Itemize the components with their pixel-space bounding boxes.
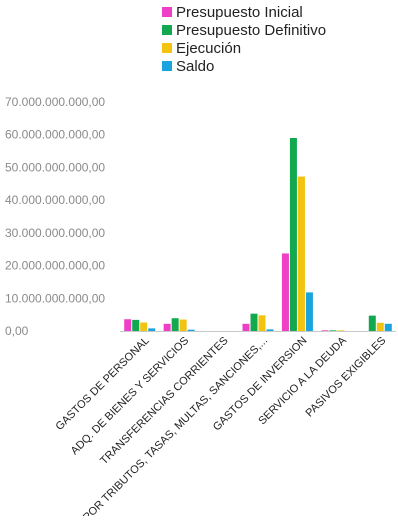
bar-presupuesto-inicial-gastos-de-inversion (281, 253, 289, 331)
bar-series (124, 137, 392, 331)
y-tick-label: 0,00 (5, 324, 29, 338)
y-tick-label: 60.000.000.000,00 (5, 128, 105, 142)
legend-swatch-ejecucion (162, 43, 172, 53)
bar-ejecucion-servicio-a-la-deuda (337, 330, 345, 331)
bar-presupuesto-definitivo-gastos-de-personal (132, 319, 140, 331)
legend-label-presupuesto-definitivo: Presupuesto Definitivo (176, 22, 326, 39)
bar-saldo-gastos-de-personal (148, 328, 156, 331)
bar-ejecucion-gastos-de-inversion (297, 176, 305, 331)
y-tick-label: 20.000.000.000,00 (5, 259, 105, 273)
bar-presupuesto-inicial-gastos-de-personal (124, 319, 132, 331)
bar-ejecucion-por-tributos-tasas-multas-sanciones (258, 315, 266, 331)
legend-swatch-presupuesto-definitivo (162, 25, 172, 35)
bar-presupuesto-inicial-adq-de-bienes-y-servicios (163, 323, 171, 331)
legend-swatch-saldo (162, 61, 172, 71)
bar-saldo-gastos-de-inversion (305, 292, 313, 331)
bar-saldo-pasivos-exigibles (384, 323, 392, 331)
bar-presupuesto-definitivo-servicio-a-la-deuda (329, 330, 337, 331)
bar-saldo-por-tributos-tasas-multas-sanciones (266, 329, 274, 331)
bar-presupuesto-definitivo-por-tributos-tasas-multas-sanciones (250, 313, 258, 331)
y-tick-label: 10.000.000.000,00 (5, 291, 105, 305)
bar-ejecucion-pasivos-exigibles (376, 322, 384, 331)
bar-presupuesto-inicial-por-tributos-tasas-multas-sanciones (242, 323, 250, 331)
legend-label-presupuesto-inicial: Presupuesto Inicial (176, 4, 303, 21)
bar-saldo-adq-de-bienes-y-servicios (187, 329, 195, 331)
y-tick-label: 50.000.000.000,00 (5, 160, 105, 174)
bar-presupuesto-definitivo-pasivos-exigibles (368, 315, 376, 331)
bar-presupuesto-definitivo-gastos-de-inversion (289, 137, 297, 331)
bar-presupuesto-inicial-servicio-a-la-deuda (321, 330, 329, 331)
legend-label-saldo: Saldo (176, 58, 214, 75)
y-tick-label: 30.000.000.000,00 (5, 226, 105, 240)
y-tick-label: 40.000.000.000,00 (5, 193, 105, 207)
bar-presupuesto-definitivo-adq-de-bienes-y-servicios (171, 318, 179, 331)
bar-ejecucion-adq-de-bienes-y-servicios (179, 319, 187, 331)
x-tick-label-por-tributos-tasas-multas-sanciones: POR TRIBUTOS, TASAS, MULTAS, SANCIONES,.… (81, 335, 270, 516)
y-tick-label: 70.000.000.000,00 (5, 95, 105, 109)
bar-ejecucion-gastos-de-personal (140, 322, 148, 331)
legend-label-ejecucion: Ejecución (176, 40, 241, 57)
y-axis-tick-labels: 0,00 10.000.000.000,00 20.000.000.000,00 30… (5, 95, 105, 338)
legend-swatch-presupuesto-inicial (162, 7, 172, 17)
x-tick-label-pasivos-exigibles: PASIVOS EXIGIBLES (304, 335, 389, 420)
